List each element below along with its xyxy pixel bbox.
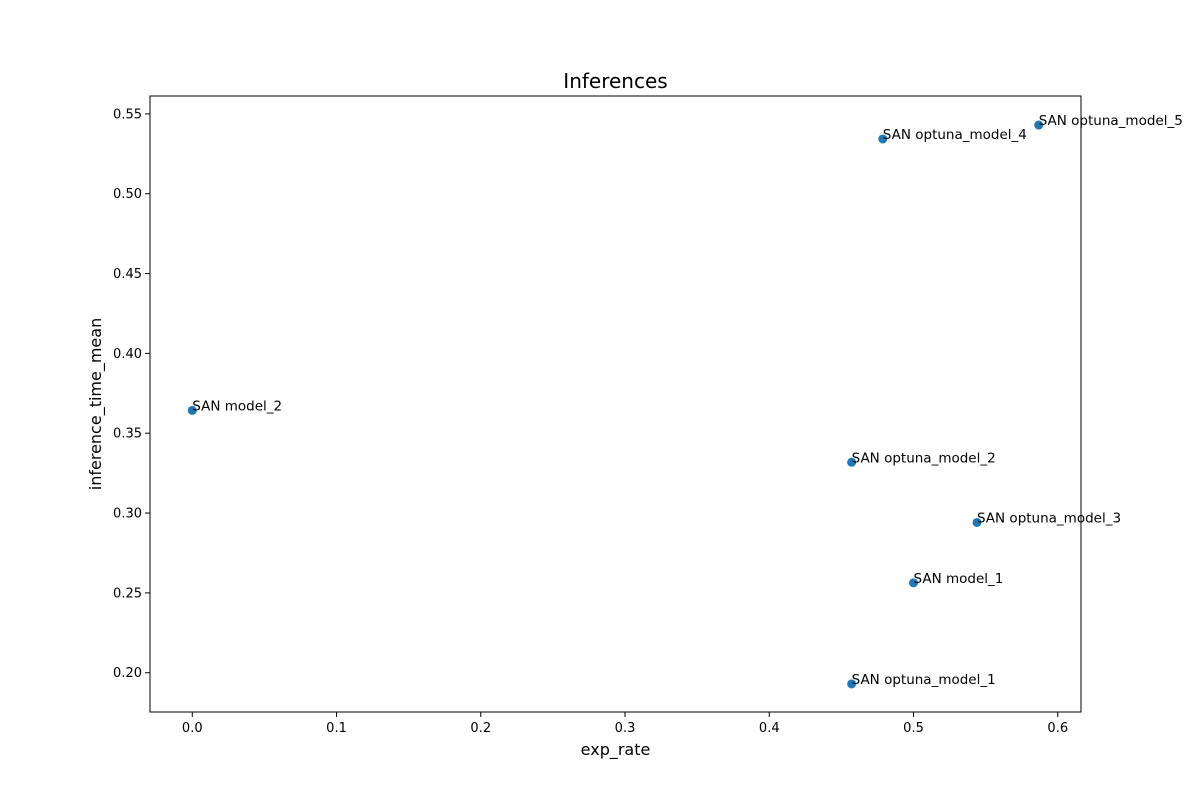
y-tick-label: 0.45	[113, 267, 142, 282]
x-tick-label: 0.2	[470, 721, 491, 736]
y-tick-label: 0.50	[113, 187, 142, 202]
y-axis-title: inference_time_mean	[86, 318, 106, 490]
y-tick-label: 0.25	[113, 586, 142, 601]
x-tick-label: 0.3	[615, 721, 636, 736]
x-tick-label: 0.6	[1047, 721, 1068, 736]
plot-area-frame	[149, 95, 1082, 713]
x-axis-ticks: 0.0 0.1 0.2 0.3 0.4 0.5 0.6	[182, 712, 1068, 736]
point-label: SAN optuna_model_3	[977, 510, 1121, 526]
chart-title: Inferences	[563, 69, 667, 93]
y-tick-label: 0.55	[113, 107, 142, 122]
point-label: SAN optuna_model_4	[883, 127, 1027, 143]
point-label: SAN optuna_model_1	[852, 672, 996, 688]
y-tick-label: 0.30	[113, 507, 142, 522]
y-tick-label: 0.35	[113, 427, 142, 442]
point-label: SAN model_2	[192, 398, 282, 414]
y-tick-label: 0.20	[113, 666, 142, 681]
point-label: SAN model_1	[914, 571, 1004, 587]
scatter-point	[1034, 120, 1044, 130]
point-label: SAN optuna_model_2	[852, 450, 996, 466]
data-points	[187, 120, 1044, 689]
scatter-point	[972, 517, 982, 527]
x-tick-label: 0.0	[182, 721, 203, 736]
y-tick-label: 0.40	[113, 347, 142, 362]
scatter-point	[909, 578, 919, 588]
scatter-point	[847, 457, 857, 467]
x-tick-label: 0.5	[903, 721, 924, 736]
x-axis-title: exp_rate	[581, 740, 651, 760]
x-tick-label: 0.1	[326, 721, 347, 736]
point-label: SAN optuna_model_5	[1039, 113, 1183, 129]
scatter-point	[878, 134, 888, 144]
x-tick-label: 0.4	[759, 721, 780, 736]
point-labels: SAN model_2 SAN optuna_model_2 SAN optuna_…	[192, 113, 1183, 688]
scatter-point	[847, 679, 857, 689]
y-axis-ticks: 0.20 0.25 0.30 0.35 0.40 0.45 0.50 0.55	[113, 107, 150, 681]
scatter-point	[187, 405, 197, 415]
